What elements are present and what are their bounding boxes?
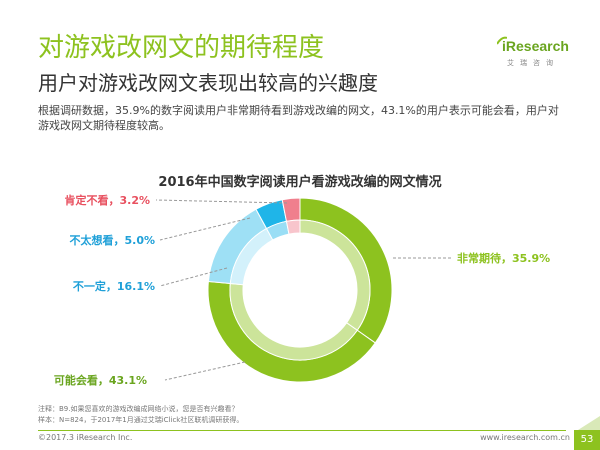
corner-decoration: [578, 416, 600, 430]
footer-divider: [38, 430, 566, 431]
logo-wordmark: iResearch: [502, 38, 569, 54]
page-subtitle: 用户对游戏改网文表现出较高的兴趣度: [38, 71, 378, 95]
logo-subtitle: 艾瑞咨询: [507, 59, 559, 67]
page-title: 对游戏改网文的期待程度: [38, 33, 325, 63]
slice-4-inner: [285, 219, 301, 235]
slice-leader-line: [155, 199, 288, 204]
iresearch-logo: iResearch 艾瑞咨询: [497, 36, 572, 70]
slice-data-label: 不一定，16.1%: [73, 279, 155, 293]
slice-data-label: 不太想看，5.0%: [69, 233, 155, 247]
footer-copyright: ©2017.3 iResearch Inc.: [38, 433, 133, 442]
slice-data-label: 肯定不看，3.2%: [64, 193, 150, 207]
slice-leader-line: [159, 217, 251, 241]
slice-data-label: 非常期待，35.9%: [457, 251, 550, 265]
chart-title: 2016年中国数字阅读用户看游戏改编的网文情况: [158, 175, 442, 190]
footer-website: www.iresearch.com.cn: [480, 433, 570, 442]
chart-note-sample: 样本：N=824，于2017年1月通过艾瑞iClick社区联机调研获得。: [38, 416, 244, 424]
logo-swoosh-icon: [497, 36, 507, 45]
donut-center: [243, 233, 357, 347]
chart-note-question: 注释：B9.如果您喜欢的游戏改编成网络小说，您是否有兴趣看？: [38, 405, 239, 413]
page-description: 根据调研数据，35.9%的数字阅读用户非常期待看到游戏改编的网文，43.1%的用…: [38, 104, 559, 132]
slice-leader-line: [159, 267, 228, 287]
slice-leader-line: [164, 361, 246, 381]
slice-data-label: 可能会看，43.1%: [54, 373, 147, 387]
page-number: 53: [574, 430, 600, 450]
